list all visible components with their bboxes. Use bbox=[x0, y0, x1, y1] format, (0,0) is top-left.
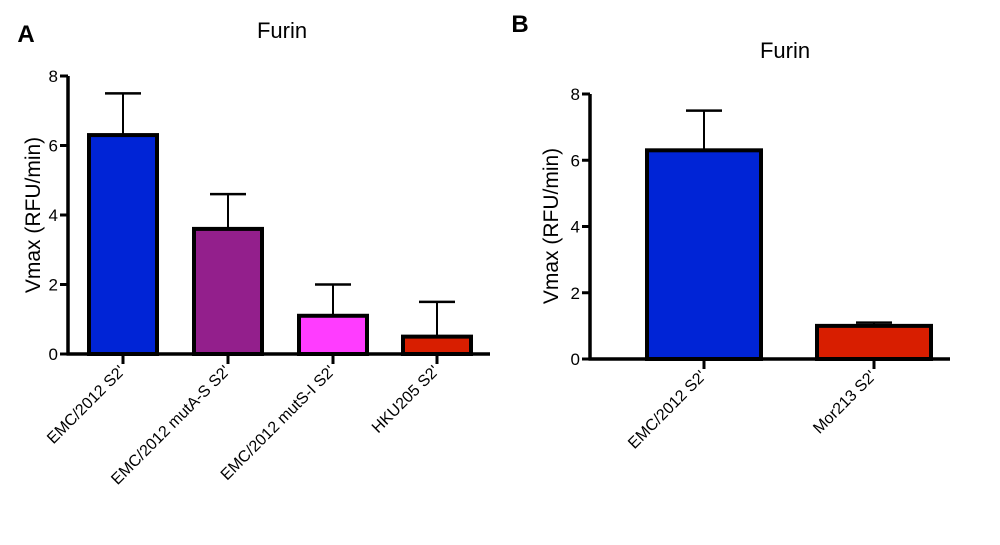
y-tick-label: 4 bbox=[49, 206, 58, 225]
y-tick-label: 8 bbox=[49, 67, 58, 86]
y-axis-label: Vmax (RFU/min) bbox=[540, 148, 563, 304]
x-tick-label: EMC/2012 mutA-S S2' bbox=[108, 363, 233, 488]
y-axis-label: Vmax (RFU/min) bbox=[22, 137, 45, 293]
bar bbox=[815, 323, 933, 361]
chart-title: Furin bbox=[257, 18, 307, 43]
y-tick-label: 6 bbox=[49, 137, 58, 156]
y-tick-label: 8 bbox=[571, 85, 580, 104]
y-tick-label: 6 bbox=[571, 151, 580, 170]
y-tick-label: 2 bbox=[571, 284, 580, 303]
bar bbox=[401, 334, 473, 356]
x-tick-label: EMC/2012 mutS-I S2' bbox=[218, 363, 339, 484]
x-tick-label: Mor213 S2' bbox=[810, 368, 880, 438]
bar bbox=[645, 148, 763, 361]
y-tick-label: 0 bbox=[571, 350, 580, 369]
chart-panel-b: B Furin Vmax (RFU/min) EMC/2012 S2' Mor213 S… bbox=[511, 11, 950, 452]
y-tick-label: 0 bbox=[49, 345, 58, 364]
chart-title: Furin bbox=[760, 38, 810, 63]
bar bbox=[87, 133, 159, 356]
x-tick-label: EMC/2012 S2' bbox=[625, 368, 710, 453]
y-tick-label: 4 bbox=[571, 218, 580, 237]
bar bbox=[297, 313, 369, 356]
panel-label: A bbox=[17, 21, 34, 48]
x-tick-label: EMC/2012 S2' bbox=[44, 363, 129, 448]
y-tick-label: 2 bbox=[49, 276, 58, 295]
x-tick-label: HKU205 S2' bbox=[369, 363, 443, 437]
bar bbox=[192, 226, 264, 356]
panel-label: B bbox=[511, 11, 528, 38]
